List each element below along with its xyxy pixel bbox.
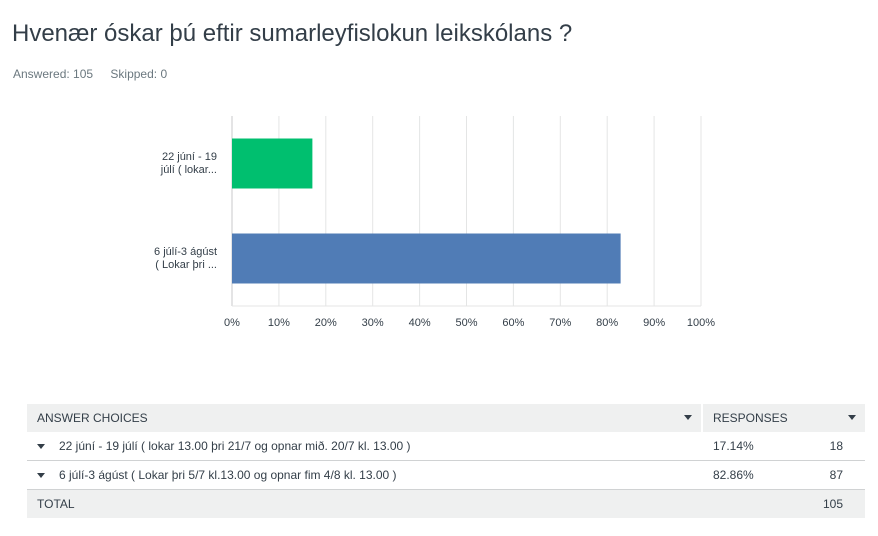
- sort-dropdown-icon[interactable]: [848, 415, 856, 420]
- answer-choice-text: 6 júlí-3 ágúst ( Lokar þri 5/7 kl.13.00 …: [59, 468, 397, 482]
- category-label: 6 júlí-3 ágúst: [154, 246, 217, 258]
- x-tick-label: 40%: [409, 317, 431, 329]
- x-tick-label: 0%: [224, 317, 240, 329]
- sort-dropdown-icon[interactable]: [684, 415, 692, 420]
- answer-choice-cell[interactable]: 6 júlí-3 ágúst ( Lokar þri 5/7 kl.13.00 …: [27, 461, 703, 489]
- x-tick-label: 90%: [643, 317, 665, 329]
- table-row: 22 júní - 19 júlí ( lokar 13.00 þri 21/7…: [27, 432, 865, 461]
- category-label: 22 júní - 19: [162, 151, 217, 163]
- x-tick-label: 50%: [455, 317, 477, 329]
- response-count: 18: [829, 439, 843, 453]
- category-label: júlí ( lokar...: [160, 164, 217, 176]
- response-stats: Answered: 105 Skipped: 0: [13, 67, 181, 81]
- total-label: TOTAL: [37, 497, 75, 511]
- response-percent: 17.14%: [713, 439, 754, 453]
- answer-choice-text: 22 júní - 19 júlí ( lokar 13.00 þri 21/7…: [59, 439, 411, 453]
- response-count: 87: [829, 468, 843, 482]
- category-label: ( Lokar þri ...: [155, 259, 217, 271]
- x-tick-label: 30%: [362, 317, 384, 329]
- response-percent: 82.86%: [713, 468, 754, 482]
- table-total-row: TOTAL 105: [27, 490, 865, 518]
- answer-choices-header[interactable]: ANSWER CHOICES: [27, 404, 703, 432]
- table-row: 6 júlí-3 ágúst ( Lokar þri 5/7 kl.13.00 …: [27, 461, 865, 490]
- x-tick-label: 10%: [268, 317, 290, 329]
- x-tick-label: 80%: [596, 317, 618, 329]
- expand-caret-icon[interactable]: [37, 443, 45, 449]
- responses-table: ANSWER CHOICES RESPONSES 22 júní - 19 jú…: [27, 404, 865, 518]
- bar-chart: 0% 10% 20% 30% 40% 50% 60% 70% 80% 90% 100% 22 júní…: [154, 116, 715, 329]
- expand-caret-icon[interactable]: [37, 472, 45, 478]
- total-count: 105: [822, 497, 843, 511]
- x-tick-label: 20%: [315, 317, 337, 329]
- x-tick-label: 60%: [502, 317, 524, 329]
- bar: [232, 233, 621, 284]
- bar: [232, 138, 313, 189]
- table-header: ANSWER CHOICES RESPONSES: [27, 404, 865, 432]
- question-title: Hvenær óskar þú eftir sumarleyfislokun l…: [12, 20, 573, 47]
- responses-header[interactable]: RESPONSES: [703, 404, 865, 432]
- x-tick-label: 100%: [687, 317, 715, 329]
- answered-count: Answered: 105: [13, 67, 94, 81]
- x-tick-label: 70%: [549, 317, 571, 329]
- answer-choice-cell[interactable]: 22 júní - 19 júlí ( lokar 13.00 þri 21/7…: [27, 432, 703, 460]
- skipped-count: Skipped: 0: [110, 67, 168, 81]
